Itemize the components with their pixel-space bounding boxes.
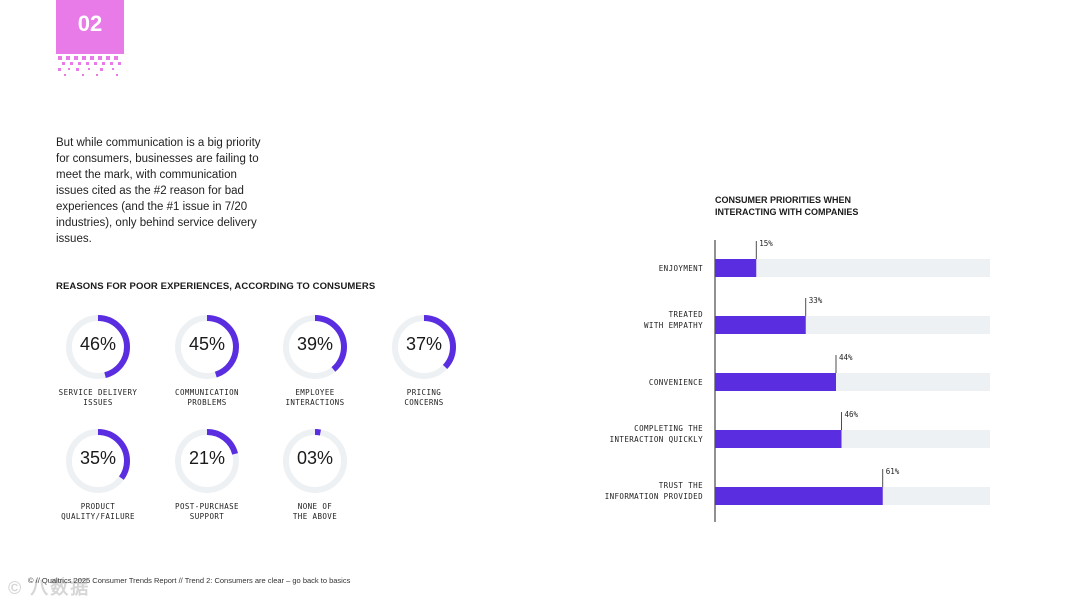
donut-label: PRODUCT QUALITY/FAILURE [61, 502, 135, 521]
donut-arc [392, 315, 456, 379]
donut-percent: 21% [188, 448, 226, 468]
intro-paragraph: But while communication is a big priorit… [56, 137, 261, 245]
category-label: TRUST THE [659, 481, 703, 490]
donut-arc [66, 315, 130, 379]
donut-percent: 45% [188, 334, 226, 354]
donut-chart: 03% NONE OF THE ABOVE [265, 426, 365, 522]
donut-ring [175, 315, 239, 379]
donut-chart: 39% EMPLOYEE INTERACTIONS [265, 312, 365, 408]
donut-arc [283, 429, 347, 493]
donut-chart: 21% POST-PURCHASE SUPPORT [157, 426, 257, 522]
bar-value-label: 15% [759, 239, 773, 248]
donut-ring [66, 315, 130, 379]
donut-percent: 35% [79, 448, 117, 468]
donut-label: PRICING CONCERNS [404, 388, 444, 407]
bar-value-label: 46% [845, 410, 859, 419]
donut-percent: 39% [296, 334, 334, 354]
donut-chart: 35% PRODUCT QUALITY/FAILURE [48, 426, 148, 522]
donut-chart: 37% PRICING CONCERNS [374, 312, 474, 408]
section-number-badge: 02 [56, 0, 124, 48]
category-label: INFORMATION PROVIDED [605, 492, 703, 501]
donut-chart: 45% COMMUNICATION PROBLEMS [157, 312, 257, 408]
watermark-logo: © 八数据 [8, 578, 91, 598]
donut-ring [175, 429, 239, 493]
donut-arc [66, 429, 130, 493]
bar-value-label: 33% [809, 296, 823, 305]
bar [715, 430, 842, 448]
bar-value-label: 44% [839, 353, 853, 362]
donut-ring [392, 315, 456, 379]
donut-ring [283, 429, 347, 493]
category-label: ENJOYMENT [659, 264, 703, 273]
category-label: CONVENIENCE [649, 378, 703, 387]
donut-ring [66, 429, 130, 493]
donut-label: SERVICE DELIVERY ISSUES [58, 388, 138, 407]
pixel-decoration [56, 48, 124, 76]
donut-chart: 46% SERVICE DELIVERY ISSUES [48, 312, 148, 408]
donut-label: NONE OF THE ABOVE [292, 502, 338, 521]
donut-percent: 37% [405, 334, 443, 354]
donut-arc [175, 315, 239, 379]
donut-section-title: REASONS FOR POOR EXPERIENCES, ACCORDING … [56, 281, 376, 292]
donut-label: POST-PURCHASE SUPPORT [175, 502, 239, 521]
donut-percent: 03% [296, 448, 334, 468]
donut-label: EMPLOYEE INTERACTIONS [285, 388, 345, 407]
category-label: INTERACTION QUICKLY [610, 435, 703, 444]
bar-value-label: 61% [886, 467, 900, 476]
donut-percent: 46% [79, 334, 117, 354]
bar [715, 373, 836, 391]
donut-label: COMMUNICATION PROBLEMS [175, 388, 239, 407]
bar-track [715, 259, 990, 277]
bar [715, 259, 757, 277]
chart-title: CONSUMER PRIORITIES WHEN INTERACTING WIT… [715, 195, 859, 217]
priorities-bar-chart: 15% ENJOYMENT 33% TREATED WITH EMPATHY 44% CON… [605, 239, 990, 522]
bar [715, 316, 806, 334]
category-label: COMPLETING THE [634, 424, 703, 433]
bar [715, 487, 883, 505]
donut-ring [283, 315, 347, 379]
category-label: TREATED [669, 310, 703, 319]
category-label: WITH EMPATHY [644, 321, 703, 330]
donut-arc [283, 315, 347, 379]
donut-arc [175, 429, 239, 493]
footer-text: © // Qualtrics 2025 Consumer Trends Repo… [28, 576, 351, 585]
